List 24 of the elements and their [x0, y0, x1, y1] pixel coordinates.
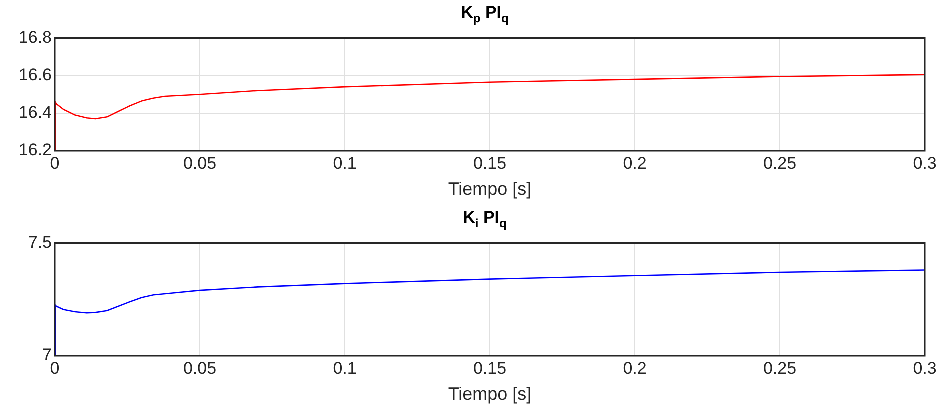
x-tick-label: 0.2 — [623, 154, 647, 173]
x-tick-label: 0.3 — [913, 154, 937, 173]
x-axis-title: Tiempo [s] — [448, 384, 532, 404]
x-tick-label: 0.25 — [763, 358, 797, 378]
x-tick-label: 0.25 — [763, 154, 797, 173]
y-tick-label: 16.6 — [18, 65, 52, 84]
x-tick-label: 0 — [50, 154, 60, 173]
y-tick-label: 16.4 — [18, 103, 52, 122]
y-tick-label: 16.8 — [18, 28, 52, 47]
x-tick-label: 0.15 — [473, 154, 507, 173]
y-tick-label: 7 — [42, 346, 52, 365]
x-tick-label: 0.15 — [473, 358, 507, 378]
x-tick-label: 0.3 — [913, 358, 937, 378]
chart-title: K$_{i}$ PI$_{q}$ — [462, 208, 508, 230]
y-tick-label: 7.5 — [28, 232, 52, 252]
x-tick-label: 0.05 — [183, 358, 217, 378]
x-tick-label: 0 — [50, 358, 60, 378]
x-axis-title: Tiempo [s] — [448, 179, 532, 200]
chart-title: K$_{p}$ PI$_{q}$ — [460, 3, 510, 26]
x-tick-label: 0.2 — [623, 358, 647, 378]
y-tick-label: 16.2 — [18, 140, 52, 160]
x-tick-label: 0.1 — [333, 154, 357, 173]
x-tick-label: 0.05 — [183, 154, 217, 173]
x-tick-label: 0.1 — [333, 358, 357, 378]
